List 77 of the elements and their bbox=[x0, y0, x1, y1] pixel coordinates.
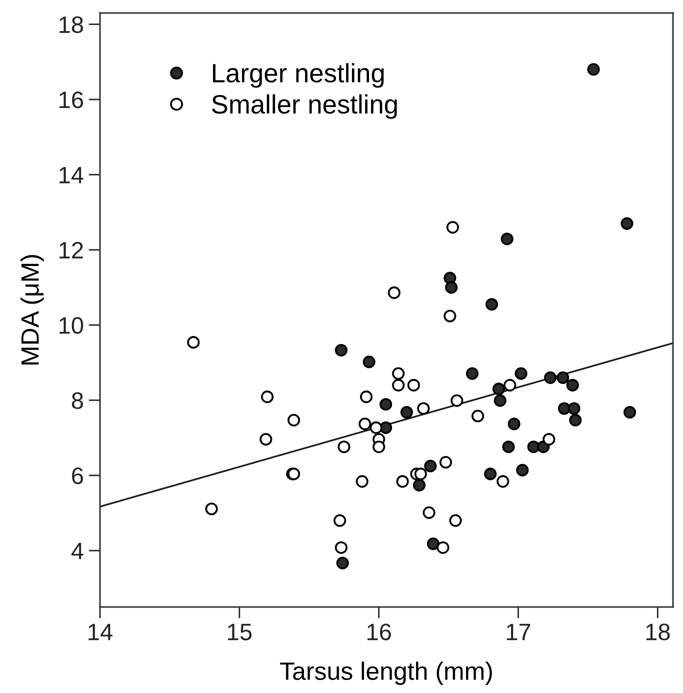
point bbox=[502, 440, 515, 454]
point bbox=[414, 468, 427, 480]
point bbox=[620, 217, 634, 230]
point bbox=[392, 367, 405, 380]
x-tick-label: 16 bbox=[368, 624, 391, 640]
point bbox=[566, 378, 579, 392]
point bbox=[261, 390, 274, 404]
point bbox=[392, 378, 405, 392]
point bbox=[485, 298, 498, 311]
point bbox=[407, 378, 420, 392]
point bbox=[516, 464, 529, 476]
y-tick-label: 10 bbox=[60, 317, 84, 334]
point bbox=[288, 414, 300, 426]
point bbox=[544, 371, 557, 384]
point bbox=[388, 286, 400, 299]
point bbox=[422, 506, 436, 519]
point bbox=[417, 402, 430, 415]
x-tick-label: 14 bbox=[88, 624, 112, 640]
y-tick-label: 14 bbox=[60, 166, 84, 184]
x-axis-title: Tarsus length (mm) bbox=[280, 662, 492, 685]
point bbox=[424, 460, 437, 472]
point bbox=[187, 336, 200, 349]
point bbox=[508, 418, 520, 430]
point bbox=[494, 394, 506, 407]
point bbox=[556, 371, 570, 384]
y-tick-label: 16 bbox=[60, 92, 83, 108]
y-tick-label: 4 bbox=[71, 542, 84, 560]
x-tick-label: 15 bbox=[228, 624, 252, 640]
point bbox=[334, 344, 348, 357]
point bbox=[496, 475, 510, 488]
point bbox=[568, 402, 580, 415]
point bbox=[358, 418, 372, 430]
point bbox=[412, 478, 426, 492]
point bbox=[492, 382, 506, 396]
legend-label: Larger nestling bbox=[213, 63, 384, 88]
y-tick-label: 18 bbox=[60, 16, 84, 34]
point bbox=[334, 541, 348, 554]
point bbox=[260, 433, 272, 446]
point bbox=[362, 356, 376, 368]
point bbox=[436, 541, 450, 554]
point bbox=[426, 538, 440, 550]
point bbox=[205, 502, 218, 516]
point bbox=[500, 232, 514, 246]
point bbox=[445, 281, 458, 294]
point bbox=[439, 456, 452, 469]
point bbox=[514, 367, 528, 380]
y-tick-label: 12 bbox=[60, 242, 83, 258]
point bbox=[356, 475, 368, 488]
point bbox=[450, 394, 464, 407]
point bbox=[446, 221, 460, 234]
point bbox=[587, 63, 600, 76]
point bbox=[372, 440, 386, 454]
point bbox=[360, 390, 373, 404]
point bbox=[338, 440, 350, 454]
point bbox=[370, 421, 382, 434]
point bbox=[623, 406, 636, 419]
point bbox=[336, 556, 349, 570]
point bbox=[472, 410, 484, 422]
point bbox=[334, 514, 346, 527]
point bbox=[400, 406, 413, 419]
point bbox=[466, 367, 479, 380]
y-axis-title: MDA (μM) bbox=[20, 255, 44, 364]
point bbox=[558, 402, 571, 415]
point bbox=[542, 433, 556, 446]
point bbox=[484, 468, 497, 480]
y-tick-label: 8 bbox=[72, 392, 83, 410]
point bbox=[444, 310, 456, 322]
y-tick-label: 6 bbox=[72, 467, 83, 484]
point bbox=[380, 421, 392, 434]
point bbox=[504, 378, 516, 392]
point bbox=[396, 475, 409, 488]
legend-label: Smaller nestling bbox=[212, 94, 397, 119]
point bbox=[569, 414, 582, 426]
point bbox=[380, 398, 392, 411]
x-tick-label: 17 bbox=[506, 624, 530, 640]
point bbox=[449, 514, 462, 527]
x-tick-label: 18 bbox=[646, 624, 670, 640]
